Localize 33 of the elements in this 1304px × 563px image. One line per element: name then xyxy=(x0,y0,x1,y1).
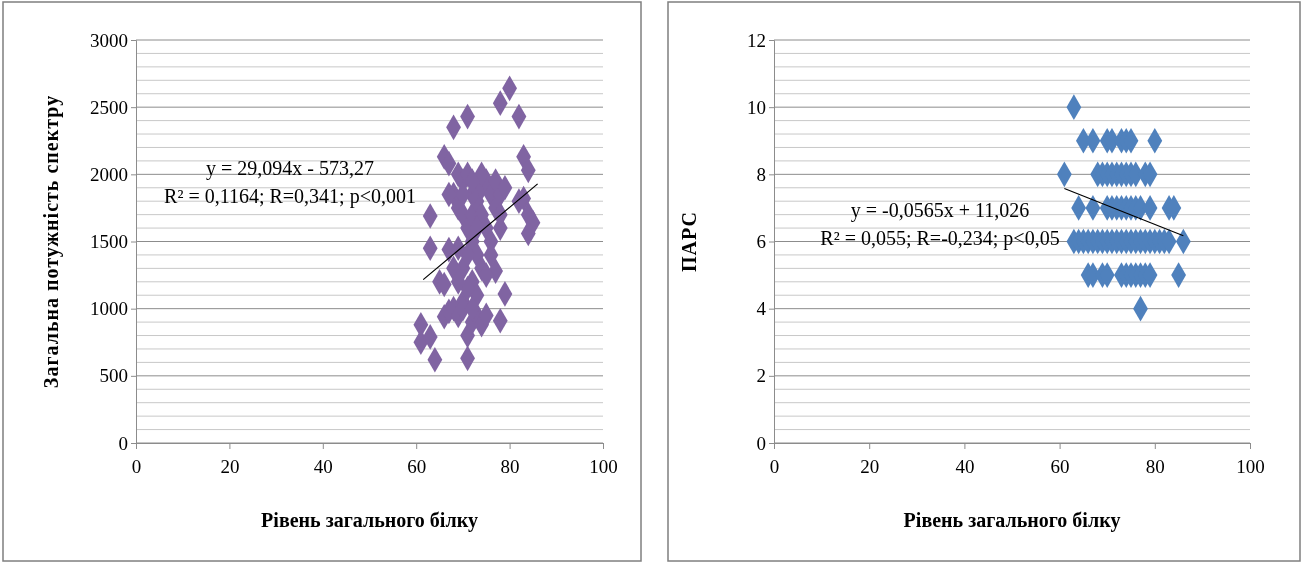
y-tick-label: 1000 xyxy=(90,298,128,320)
x-tick-label: 100 xyxy=(1236,455,1265,477)
y-tick-label: 4 xyxy=(756,298,767,320)
x-tick-label: 20 xyxy=(220,455,240,477)
y-tick-label: 12 xyxy=(747,29,766,51)
x-tick-label: 100 xyxy=(589,455,618,477)
x-tick-label: 20 xyxy=(860,455,880,477)
annotation: R² = 0,055; R=-0,234; p<0,05 xyxy=(820,227,1060,250)
y-tick-label: 8 xyxy=(756,163,766,185)
annotation: R² = 0,1164; R=0,341; p<0,001 xyxy=(164,185,416,208)
x-tick-label: 80 xyxy=(500,455,520,477)
annotation: y = 29,094x - 573,27 xyxy=(206,157,374,180)
annotation: y = -0,0565x + 11,026 xyxy=(850,199,1030,222)
x-axis-title: Рівень загального білку xyxy=(903,509,1121,532)
y-axis-title: ПАРС xyxy=(678,211,700,272)
y-tick-label: 2000 xyxy=(90,163,128,185)
x-tick-label: 60 xyxy=(1050,455,1070,477)
y-tick-label: 500 xyxy=(99,365,128,387)
x-tick-label: 60 xyxy=(407,455,427,477)
y-tick-label: 6 xyxy=(756,231,766,253)
y-tick-label: 2 xyxy=(756,365,766,387)
y-tick-label: 0 xyxy=(756,432,766,454)
y-tick-label: 0 xyxy=(118,432,128,454)
y-tick-label: 2500 xyxy=(90,96,128,118)
x-tick-label: 0 xyxy=(131,455,142,477)
x-tick-label: 40 xyxy=(313,455,333,477)
x-tick-label: 80 xyxy=(1145,455,1165,477)
y-tick-label: 3000 xyxy=(90,29,128,51)
y-tick-label: 1500 xyxy=(90,231,128,253)
x-tick-label: 40 xyxy=(955,455,975,477)
y-axis-title: Загальна потужність спектру xyxy=(40,94,63,389)
y-tick-label: 10 xyxy=(747,96,766,118)
x-axis-title: Рівень загального білку xyxy=(261,509,478,532)
